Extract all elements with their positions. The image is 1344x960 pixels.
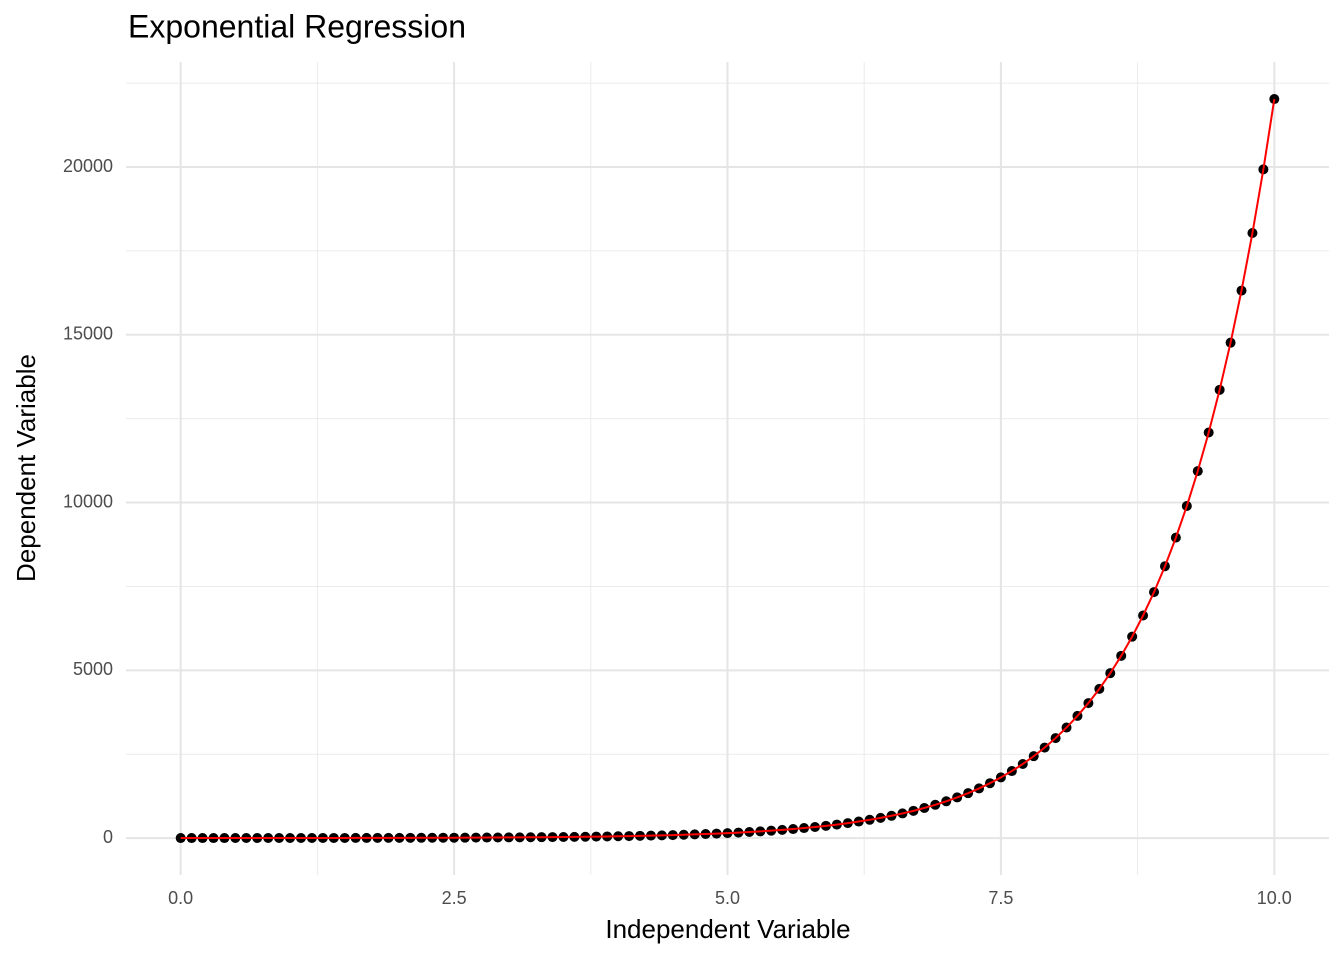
y-tick-label: 0 bbox=[103, 827, 113, 847]
y-axis-label: Dependent Variable bbox=[11, 354, 41, 582]
y-tick-label: 20000 bbox=[63, 156, 113, 176]
y-tick-label: 5000 bbox=[73, 659, 113, 679]
x-tick-label: 0.0 bbox=[168, 888, 193, 908]
y-tick-label: 10000 bbox=[63, 491, 113, 511]
y-tick-label: 15000 bbox=[63, 324, 113, 344]
x-tick-label: 10.0 bbox=[1257, 888, 1292, 908]
x-tick-label: 5.0 bbox=[715, 888, 740, 908]
fit-line bbox=[180, 98, 1276, 840]
chart-title: Exponential Regression bbox=[128, 8, 466, 44]
x-axis-label: Independent Variable bbox=[605, 914, 850, 944]
x-tick-label: 2.5 bbox=[442, 888, 467, 908]
x-tick-label: 7.5 bbox=[988, 888, 1013, 908]
